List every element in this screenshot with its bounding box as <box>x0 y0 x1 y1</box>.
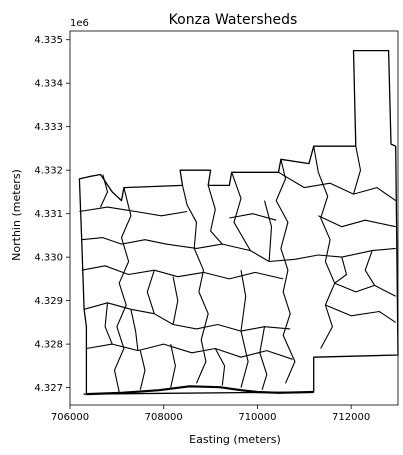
x-axis-label: Easting (meters) <box>189 433 281 446</box>
y-tick-label: 4.329 <box>34 296 63 307</box>
x-tick-label: 710000 <box>238 412 276 423</box>
watershed-divide-11 <box>231 172 251 251</box>
watershed-divide-14 <box>334 282 396 297</box>
map-title: Konza Watersheds <box>169 12 298 28</box>
y-tick-label: 4.334 <box>34 79 63 90</box>
x-tick-label: 712000 <box>332 412 370 423</box>
y-tick-label: 4.331 <box>34 209 63 220</box>
watershed-divide-9 <box>86 343 293 360</box>
axes-frame <box>69 30 399 406</box>
watershed-divide-18 <box>172 276 179 325</box>
y-offset-label: 1e6 <box>70 18 89 29</box>
watershed-divide-30 <box>263 200 273 262</box>
watershed-map <box>78 49 399 396</box>
watershed-divide-6 <box>113 187 132 393</box>
watershed-divide-24 <box>100 174 109 208</box>
watershed-divide-13 <box>318 215 396 228</box>
watershed-boundary <box>78 49 399 395</box>
watershed-divide-19 <box>240 270 249 388</box>
watershed-divide-7 <box>79 206 188 217</box>
watershed-divide-4 <box>275 159 296 384</box>
watershed-divide-20 <box>259 326 268 390</box>
y-axis-label: Northin (meters) <box>10 169 23 261</box>
watershed-divide-17 <box>146 270 155 314</box>
watershed-divide-26 <box>334 256 348 284</box>
watershed-divide-25 <box>352 146 362 195</box>
watershed-divide-21 <box>139 350 146 390</box>
watershed-divide-15 <box>325 304 397 323</box>
watershed-divide-29 <box>130 309 139 351</box>
watershed-bottom-edge <box>86 385 314 396</box>
x-tick-label: 708000 <box>145 412 183 423</box>
watershed-divide-16 <box>229 213 277 221</box>
watershed-divide-28 <box>104 302 113 345</box>
watershed-divide-10 <box>207 185 223 245</box>
x-axis-ticks: 706000 708000 710000 712000 <box>51 405 370 423</box>
watershed-divide-12 <box>278 171 397 202</box>
watershed-divide-23 <box>214 348 226 386</box>
watershed-divide-1 <box>81 237 396 263</box>
y-tick-label: 4.328 <box>34 340 63 351</box>
watershed-divide-8 <box>81 265 284 280</box>
y-tick-label: 4.330 <box>34 253 63 264</box>
y-tick-label: 4.335 <box>34 35 63 46</box>
y-tick-label: 4.332 <box>34 166 63 177</box>
x-tick-label: 706000 <box>51 412 89 423</box>
y-axis-ticks: 4.327 4.328 4.329 4.330 4.331 4.332 4.333 4.334… <box>34 35 70 394</box>
y-tick-label: 4.327 <box>34 383 63 394</box>
watershed-divide-2 <box>83 302 291 332</box>
watershed-divide-27 <box>364 250 376 286</box>
watershed-divide-22 <box>170 343 176 388</box>
y-tick-label: 4.333 <box>34 122 63 133</box>
